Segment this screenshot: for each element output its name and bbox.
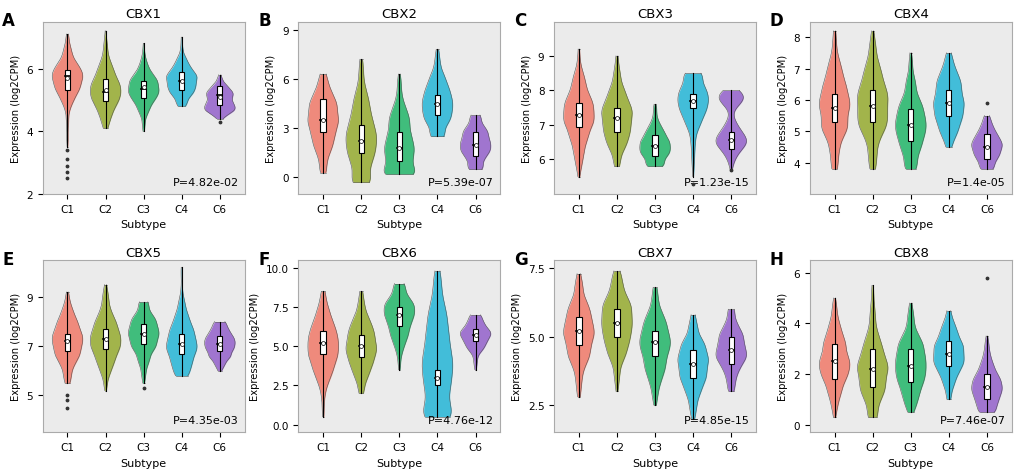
Bar	[217, 337, 222, 351]
Bar	[359, 336, 364, 357]
Title: CBX1: CBX1	[125, 8, 161, 21]
Bar	[652, 331, 657, 356]
Bar	[907, 349, 912, 382]
Bar	[65, 71, 70, 91]
Y-axis label: Expression (log2CPM): Expression (log2CPM)	[250, 293, 260, 400]
Bar	[141, 324, 146, 344]
Bar	[983, 374, 988, 399]
Bar	[690, 95, 695, 109]
Bar	[832, 94, 837, 122]
Text: P=4.82e-02: P=4.82e-02	[172, 178, 238, 188]
Bar	[869, 349, 874, 387]
Title: CBX4: CBX4	[892, 8, 927, 21]
Title: CBX3: CBX3	[637, 8, 673, 21]
Title: CBX8: CBX8	[892, 246, 927, 259]
Text: G: G	[514, 250, 527, 268]
Title: CBX2: CBX2	[381, 8, 417, 21]
Bar	[320, 99, 325, 132]
X-axis label: Subtype: Subtype	[120, 458, 166, 468]
Bar	[179, 72, 184, 91]
Title: CBX5: CBX5	[125, 246, 161, 259]
Y-axis label: Expression (log2CPM): Expression (log2CPM)	[11, 293, 20, 400]
Text: D: D	[768, 12, 783, 30]
Y-axis label: Expression (log2CPM): Expression (log2CPM)	[522, 55, 532, 162]
Y-axis label: Expression (log2CPM): Expression (log2CPM)	[11, 55, 20, 162]
Text: B: B	[258, 12, 270, 30]
X-axis label: Subtype: Subtype	[376, 220, 422, 230]
Y-axis label: Expression (log2CPM): Expression (log2CPM)	[266, 55, 276, 162]
Text: A: A	[2, 12, 15, 30]
Text: E: E	[2, 250, 13, 268]
Bar	[983, 135, 988, 160]
Bar	[832, 344, 837, 379]
Bar	[728, 337, 733, 364]
Y-axis label: Expression (log2CPM): Expression (log2CPM)	[777, 293, 787, 400]
Bar	[652, 136, 657, 157]
Text: P=1.23e-15: P=1.23e-15	[684, 178, 749, 188]
Text: H: H	[768, 250, 783, 268]
Text: P=7.46e-07: P=7.46e-07	[938, 416, 1005, 426]
Title: CBX6: CBX6	[381, 246, 417, 259]
Bar	[907, 110, 912, 141]
Bar	[103, 80, 108, 102]
Bar	[359, 126, 364, 154]
Bar	[728, 132, 733, 150]
Bar	[217, 87, 222, 105]
Bar	[103, 329, 108, 349]
X-axis label: Subtype: Subtype	[887, 220, 932, 230]
X-axis label: Subtype: Subtype	[887, 458, 932, 468]
Bar	[141, 82, 146, 99]
Text: C: C	[514, 12, 526, 30]
X-axis label: Subtype: Subtype	[120, 220, 166, 230]
Bar	[690, 350, 695, 378]
Bar	[946, 341, 951, 367]
Bar	[473, 329, 478, 342]
Bar	[434, 370, 439, 386]
Bar	[65, 334, 70, 351]
Text: P=4.76e-12: P=4.76e-12	[428, 416, 494, 426]
Bar	[179, 334, 184, 354]
Bar	[320, 331, 325, 354]
Text: P=4.85e-15: P=4.85e-15	[684, 416, 749, 426]
Bar	[869, 91, 874, 122]
Bar	[613, 109, 619, 132]
Bar	[396, 307, 401, 326]
Bar	[613, 309, 619, 337]
Text: F: F	[258, 250, 269, 268]
X-axis label: Subtype: Subtype	[632, 458, 678, 468]
Bar	[473, 132, 478, 157]
X-axis label: Subtype: Subtype	[632, 220, 678, 230]
Text: P=4.35e-03: P=4.35e-03	[172, 416, 238, 426]
Bar	[946, 91, 951, 116]
Y-axis label: Expression (log2CPM): Expression (log2CPM)	[777, 55, 787, 162]
Text: P=5.39e-07: P=5.39e-07	[428, 178, 494, 188]
X-axis label: Subtype: Subtype	[376, 458, 422, 468]
Y-axis label: Expression (log2CPM): Expression (log2CPM)	[512, 293, 522, 400]
Bar	[576, 103, 581, 128]
Text: P=1.4e-05: P=1.4e-05	[946, 178, 1005, 188]
Bar	[434, 96, 439, 116]
Bar	[576, 318, 581, 345]
Bar	[396, 132, 401, 162]
Title: CBX7: CBX7	[637, 246, 673, 259]
